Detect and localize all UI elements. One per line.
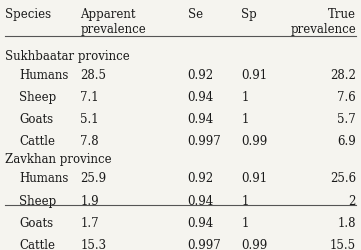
Text: Humans: Humans [19, 172, 69, 184]
Text: 0.997: 0.997 [188, 135, 221, 148]
Text: Apparent
prevalence: Apparent prevalence [80, 8, 146, 36]
Text: Goats: Goats [19, 113, 53, 126]
Text: 25.9: 25.9 [80, 172, 106, 184]
Text: Goats: Goats [19, 216, 53, 229]
Text: 0.99: 0.99 [242, 135, 268, 148]
Text: Species: Species [5, 8, 51, 21]
Text: 1: 1 [242, 113, 249, 126]
Text: 1: 1 [242, 216, 249, 229]
Text: Sheep: Sheep [19, 91, 57, 104]
Text: 5.1: 5.1 [80, 113, 99, 126]
Text: 28.5: 28.5 [80, 69, 106, 82]
Text: 28.2: 28.2 [330, 69, 356, 82]
Text: 7.6: 7.6 [337, 91, 356, 104]
Text: Sheep: Sheep [19, 194, 57, 207]
Text: Cattle: Cattle [19, 238, 55, 250]
Text: 7.8: 7.8 [80, 135, 99, 148]
Text: 1.8: 1.8 [338, 216, 356, 229]
Text: True
prevalence: True prevalence [290, 8, 356, 36]
Text: 15.5: 15.5 [330, 238, 356, 250]
Text: 6.9: 6.9 [337, 135, 356, 148]
Text: 0.92: 0.92 [188, 172, 214, 184]
Text: 7.1: 7.1 [80, 91, 99, 104]
Text: Cattle: Cattle [19, 135, 55, 148]
Text: 0.94: 0.94 [188, 91, 214, 104]
Text: 1: 1 [242, 194, 249, 207]
Text: 0.94: 0.94 [188, 113, 214, 126]
Text: Sukhbaatar province: Sukhbaatar province [5, 50, 130, 63]
Text: 1.7: 1.7 [80, 216, 99, 229]
Text: Zavkhan province: Zavkhan province [5, 153, 112, 166]
Text: 0.99: 0.99 [242, 238, 268, 250]
Text: 0.997: 0.997 [188, 238, 221, 250]
Text: 5.7: 5.7 [337, 113, 356, 126]
Text: 1: 1 [242, 91, 249, 104]
Text: 15.3: 15.3 [80, 238, 106, 250]
Text: Se: Se [188, 8, 203, 21]
Text: 1.9: 1.9 [80, 194, 99, 207]
Text: Humans: Humans [19, 69, 69, 82]
Text: 25.6: 25.6 [330, 172, 356, 184]
Text: 2: 2 [349, 194, 356, 207]
Text: 0.94: 0.94 [188, 216, 214, 229]
Text: 0.91: 0.91 [242, 172, 268, 184]
Text: 0.92: 0.92 [188, 69, 214, 82]
Text: 0.91: 0.91 [242, 69, 268, 82]
Text: Sp: Sp [242, 8, 257, 21]
Text: 0.94: 0.94 [188, 194, 214, 207]
